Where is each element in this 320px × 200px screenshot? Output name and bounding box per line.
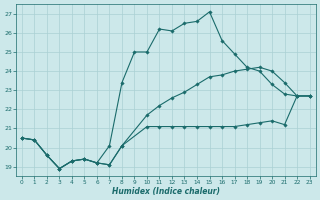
X-axis label: Humidex (Indice chaleur): Humidex (Indice chaleur) [112,187,220,196]
